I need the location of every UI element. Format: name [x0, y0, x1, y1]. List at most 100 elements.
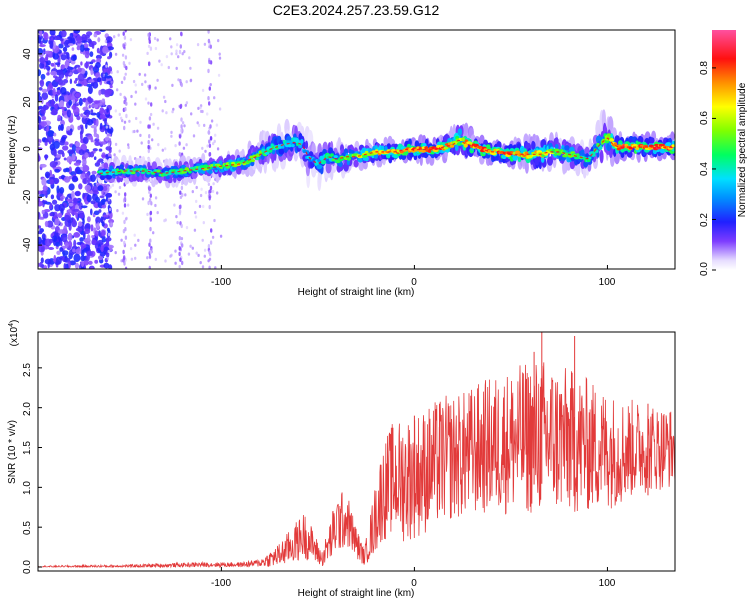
- spectrogram-y-ticks: 40 20 0 -20 -40: [22, 48, 42, 252]
- noise-blob: [80, 255, 86, 262]
- noise-speckle: [129, 38, 133, 42]
- ridge-mid: [119, 164, 124, 170]
- noise-speckle: [156, 211, 159, 215]
- noise-blob: [38, 69, 42, 77]
- noise-speckle: [174, 144, 177, 148]
- noise-blob: [89, 104, 96, 108]
- noise-streak: [180, 223, 183, 229]
- ridge-mid: [136, 171, 140, 177]
- noise-streak: [178, 141, 181, 146]
- noise-blob: [97, 185, 104, 192]
- noise-blob: [73, 239, 77, 248]
- noise-blob: [104, 118, 107, 125]
- noise-blob: [58, 82, 66, 86]
- noise-blob: [98, 255, 103, 261]
- noise-speckle: [152, 231, 155, 235]
- ridge-core: [586, 159, 591, 162]
- noise-speckle: [114, 52, 118, 56]
- noise-blob: [105, 153, 109, 161]
- ridge-core: [316, 164, 323, 170]
- noise-blob: [39, 194, 45, 197]
- noise-speckle: [213, 139, 216, 143]
- ridge-core: [671, 144, 675, 148]
- noise-blob: [105, 89, 113, 94]
- noise-blob: [90, 137, 94, 143]
- noise-blob: [39, 261, 43, 268]
- noise-blob: [93, 156, 97, 160]
- noise-blob: [99, 107, 104, 115]
- noise-speckle: [114, 109, 118, 113]
- snr-frame: [37, 331, 676, 572]
- noise-streak: [208, 143, 212, 148]
- noise-streak: [178, 49, 182, 55]
- noise-speckle: [165, 55, 169, 59]
- noise-speckle: [130, 257, 134, 261]
- noise-speckle: [181, 121, 185, 125]
- noise-blob: [96, 222, 100, 229]
- noise-speckle: [119, 92, 122, 96]
- noise-blob: [61, 136, 66, 141]
- noise-blob: [74, 262, 79, 269]
- noise-blob: [38, 236, 42, 244]
- ridge-core: [300, 139, 304, 144]
- noise-blob: [61, 145, 69, 151]
- noise-speckle: [218, 107, 222, 111]
- noise-blob: [100, 245, 104, 253]
- noise-streak: [178, 209, 182, 214]
- noise-speckle: [147, 101, 150, 105]
- noise-blob: [50, 70, 58, 76]
- noise-speckle: [113, 153, 116, 157]
- noise-blob: [60, 54, 67, 61]
- noise-speckle: [136, 129, 139, 133]
- noise-speckle: [201, 238, 204, 242]
- snr-x-tick-label: 0: [411, 578, 417, 589]
- noise-blob: [52, 177, 60, 185]
- noise-speckle: [169, 37, 172, 41]
- ridge-core: [456, 142, 463, 146]
- noise-speckle: [197, 123, 201, 127]
- noise-streak: [178, 246, 181, 251]
- noise-speckle: [203, 254, 206, 258]
- ridge-outer: [103, 162, 109, 170]
- noise-blob: [64, 60, 70, 68]
- noise-blob: [80, 243, 87, 249]
- ridge-core: [606, 133, 611, 137]
- noise-streak: [122, 31, 125, 36]
- noise-blob: [89, 61, 94, 65]
- noise-blob: [46, 65, 51, 71]
- noise-streak: [180, 128, 183, 133]
- noise-blob: [76, 169, 83, 174]
- noise-blob: [38, 231, 43, 235]
- ridge-core: [591, 151, 596, 155]
- noise-blob: [49, 176, 55, 180]
- noise-blob: [64, 141, 69, 146]
- noise-speckle: [203, 123, 206, 127]
- noise-speckle: [215, 123, 219, 127]
- noise-blob: [107, 56, 111, 60]
- noise-blob: [56, 250, 61, 255]
- noise-streak: [124, 192, 127, 197]
- snr-x-tick-label: 100: [599, 578, 616, 589]
- snr-panel: -100 0 100 0.0 0.5 1.0 1.5 2.0 2.5 (x104…: [7, 320, 676, 599]
- noise-speckle: [111, 183, 115, 187]
- noise-streak: [148, 39, 151, 44]
- noise-blob: [40, 189, 48, 196]
- ridge-core: [140, 171, 146, 175]
- noise-streak: [149, 226, 152, 232]
- noise-blob: [82, 136, 89, 144]
- noise-blob: [75, 92, 81, 98]
- ridge-core: [333, 155, 338, 159]
- noise-blob: [69, 78, 73, 85]
- noise-blob: [44, 258, 52, 265]
- noise-speckle: [138, 72, 141, 76]
- ridge-core: [424, 146, 429, 150]
- ridge-core: [473, 143, 479, 147]
- noise-blob: [52, 199, 58, 205]
- noise-blob: [38, 48, 44, 55]
- noise-blob: [100, 216, 103, 224]
- noise-streak: [208, 196, 211, 201]
- noise-speckle: [121, 119, 124, 123]
- ridge-core: [443, 146, 449, 150]
- noise-blob: [90, 224, 94, 232]
- noise-blob: [71, 47, 75, 51]
